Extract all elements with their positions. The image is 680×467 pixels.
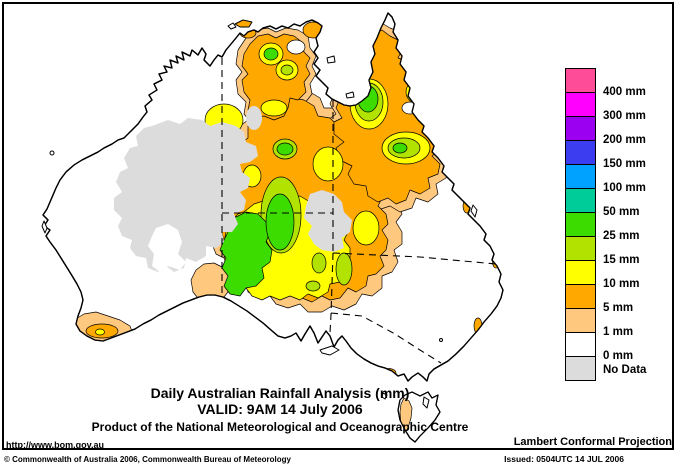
legend-swatch — [565, 356, 596, 381]
legend-label: 100 mm — [603, 182, 646, 194]
legend-swatch — [565, 260, 596, 285]
legend-label: 300 mm — [603, 110, 646, 122]
legend-swatch — [565, 308, 596, 333]
map-product-line: Product of the National Meteorological a… — [91, 420, 469, 434]
legend-label: 25 mm — [603, 230, 640, 242]
tasmania — [397, 391, 441, 443]
issued-timestamp: Issued: 0504UTC 14 JUL 2006 — [504, 454, 624, 464]
legend-label: 50 mm — [603, 206, 640, 218]
map-valid-time: VALID: 9AM 14 July 2006 — [197, 401, 363, 417]
legend-swatch — [565, 188, 596, 213]
map-title: Daily Australian Rainfall Analysis (mm) — [150, 385, 410, 401]
legend-swatch — [565, 140, 596, 165]
legend-label: 150 mm — [603, 158, 646, 170]
legend-label: 1 mm — [603, 326, 634, 338]
legend-label: 200 mm — [603, 134, 646, 146]
legend-label: 5 mm — [603, 302, 634, 314]
map-titles: Daily Australian Rainfall Analysis (mm) … — [60, 385, 500, 435]
legend-label: 10 mm — [603, 278, 640, 290]
islands — [41, 19, 478, 409]
legend-swatch — [565, 332, 596, 357]
copyright-text: © Commonwealth of Australia 2006, Common… — [4, 455, 291, 464]
legend-label: No Data — [603, 364, 647, 376]
legend-swatch — [565, 236, 596, 261]
legend-swatch — [565, 92, 596, 117]
projection-label: Lambert Conformal Projection — [513, 436, 672, 448]
legend-swatch — [565, 284, 596, 309]
legend-swatch — [565, 212, 596, 237]
legend-swatch — [565, 116, 596, 141]
bom-url: http://www.bom.gov.au — [6, 440, 104, 450]
legend-label: 0 mm — [603, 350, 634, 362]
legend-label: 15 mm — [603, 254, 640, 266]
coastline — [42, 12, 504, 382]
legend-swatch — [565, 68, 596, 93]
legend-swatch — [565, 164, 596, 189]
legend-label: 400 mm — [603, 86, 646, 98]
